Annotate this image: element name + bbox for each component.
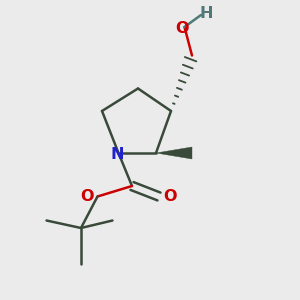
Text: O: O (80, 189, 94, 204)
Text: H: H (200, 6, 213, 21)
Polygon shape (156, 147, 192, 159)
Text: O: O (175, 21, 189, 36)
Text: O: O (164, 189, 177, 204)
Text: N: N (111, 147, 124, 162)
